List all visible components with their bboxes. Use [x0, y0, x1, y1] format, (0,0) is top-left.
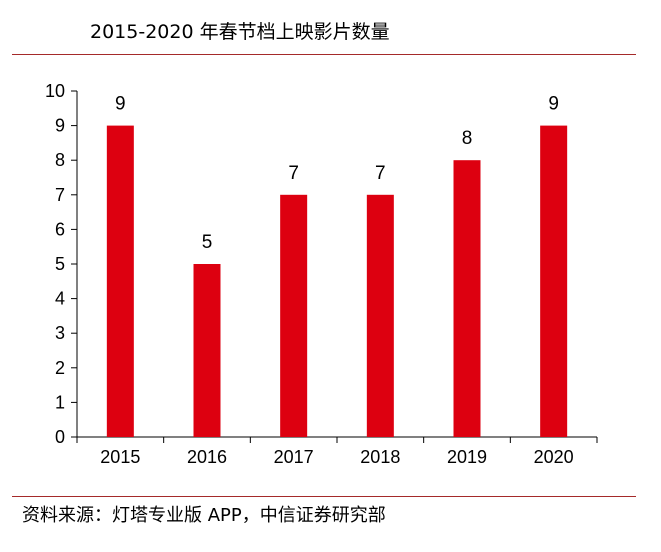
y-tick-label: 5 [55, 254, 65, 274]
chart-title: 2015-2020 年春节档上映影片数量 [90, 21, 390, 43]
bottom-rule [12, 496, 636, 497]
data-labels: 9 5 7 7 8 9 [115, 94, 559, 253]
data-label-2015: 9 [115, 94, 126, 115]
y-tick-label: 8 [55, 150, 65, 170]
x-tick-label-2015: 2015 [100, 447, 140, 467]
bar-2016 [193, 264, 221, 437]
x-tick-label-2017: 2017 [274, 447, 314, 467]
bars [106, 125, 568, 437]
x-tick-label-2020: 2020 [534, 447, 574, 467]
bar-2015 [106, 125, 134, 437]
y-tick-label: 6 [55, 219, 65, 239]
y-tick-label: 9 [55, 116, 65, 136]
x-tick-label-2018: 2018 [360, 447, 400, 467]
y-axis: 0 1 2 3 4 5 6 7 8 9 10 [45, 81, 78, 447]
data-label-2016: 5 [202, 232, 213, 253]
y-tick-label: 10 [45, 81, 65, 101]
x-tick-label-2016: 2016 [187, 447, 227, 467]
y-tick-label: 7 [55, 185, 65, 205]
data-label-2020: 9 [548, 94, 559, 115]
data-label-2019: 8 [462, 128, 473, 149]
bar-2018 [366, 194, 394, 437]
x-axis: 2015 2016 2017 2018 2019 2020 [76, 436, 598, 467]
y-tick-label: 0 [55, 427, 65, 447]
x-tick-label-2019: 2019 [447, 447, 487, 467]
y-tick-label: 3 [55, 323, 65, 343]
source-note: 资料来源：灯塔专业版 APP，中信证券研究部 [22, 505, 386, 526]
bar-2020 [540, 125, 568, 437]
data-label-2018: 7 [375, 163, 386, 184]
top-rule [12, 54, 636, 55]
data-label-2017: 7 [288, 163, 299, 184]
y-tick-label: 2 [55, 358, 65, 378]
y-tick-label: 4 [55, 289, 65, 309]
bar-2017 [280, 194, 308, 437]
bar-2019 [453, 160, 481, 437]
y-tick-label: 1 [55, 392, 65, 412]
